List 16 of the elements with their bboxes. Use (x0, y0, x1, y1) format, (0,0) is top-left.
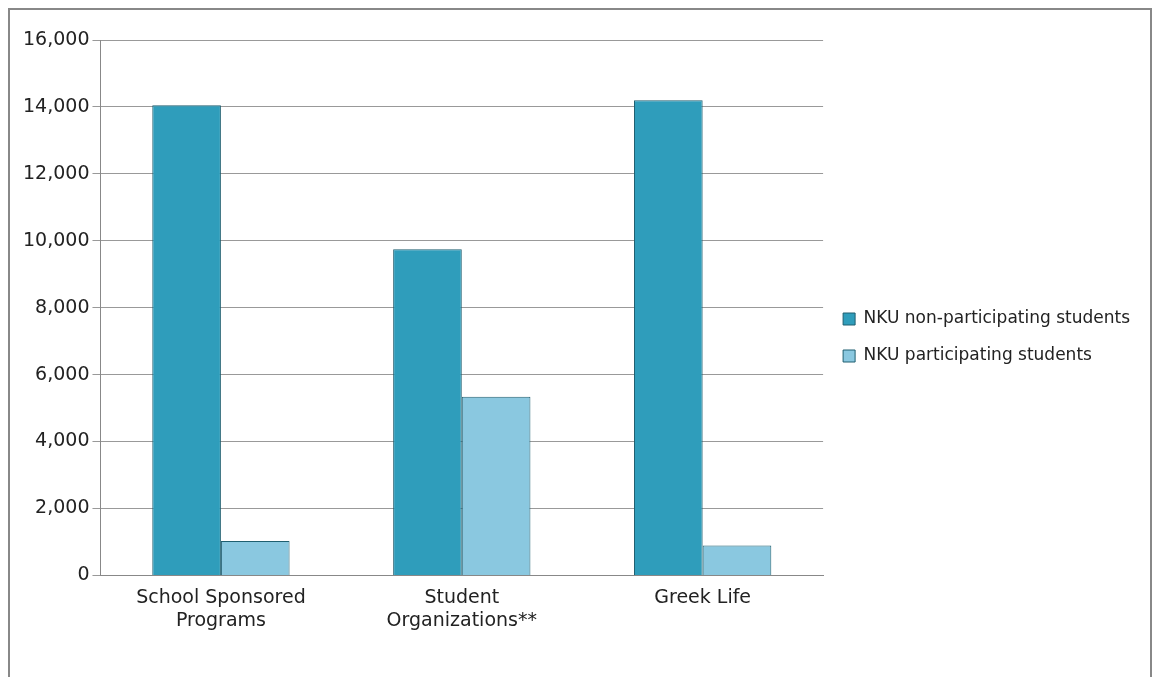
y-tick-label: 8,000 (35, 294, 90, 317)
category-label: Student (424, 584, 500, 607)
category-label: Programs (175, 607, 266, 630)
y-tick-label: 0 (77, 562, 90, 585)
category-label: Organizations** (386, 607, 537, 630)
category-label: School Sponsored (136, 584, 306, 607)
y-tick-label: 10,000 (23, 227, 90, 250)
y-tick-label: 16,000 (23, 26, 90, 49)
y-tick-label: 4,000 (35, 428, 90, 451)
legend-label: NKU participating students (863, 344, 1093, 365)
y-tick-label: 6,000 (35, 361, 90, 384)
y-tick-label: 12,000 (23, 160, 90, 183)
category-label: Greek Life (654, 584, 752, 607)
legend-label: NKU non-participating students (863, 307, 1131, 328)
y-tick-label: 2,000 (35, 495, 90, 518)
y-tick-label: 14,000 (23, 93, 90, 116)
